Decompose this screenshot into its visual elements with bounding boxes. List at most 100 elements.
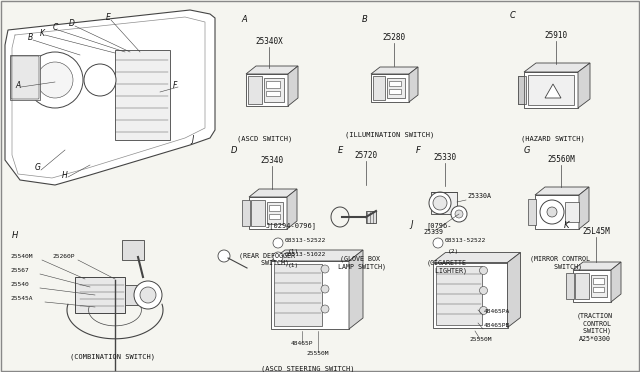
- Bar: [373, 76, 385, 100]
- Text: 25910: 25910: [545, 31, 568, 40]
- Text: E: E: [337, 146, 342, 155]
- Text: (1): (1): [288, 249, 300, 254]
- Polygon shape: [433, 263, 508, 327]
- Text: 25280: 25280: [383, 33, 406, 42]
- Polygon shape: [579, 187, 589, 229]
- Text: A: A: [15, 80, 20, 90]
- Text: A: A: [241, 15, 247, 24]
- Circle shape: [455, 210, 463, 218]
- Circle shape: [540, 200, 564, 224]
- Text: 25L45M: 25L45M: [582, 227, 610, 236]
- Text: (TRACTION
 CONTROL
 SWITCH)
A25*0300: (TRACTION CONTROL SWITCH) A25*0300: [577, 312, 613, 342]
- Text: 25720: 25720: [355, 151, 378, 160]
- Text: (MIRROR CONTROL
    SWITCH): (MIRROR CONTROL SWITCH): [530, 256, 590, 269]
- Text: K: K: [40, 29, 45, 38]
- Text: J[0294-0796]: J[0294-0796]: [266, 222, 317, 229]
- Circle shape: [321, 305, 329, 313]
- Text: 08313-52522: 08313-52522: [445, 238, 486, 243]
- Polygon shape: [246, 74, 288, 106]
- Polygon shape: [524, 63, 590, 72]
- Bar: [389, 81, 401, 86]
- Text: (ASCD STEERING SWITCH): (ASCD STEERING SWITCH): [261, 366, 355, 372]
- Text: C: C: [510, 11, 516, 20]
- Circle shape: [84, 64, 116, 96]
- Text: 25340X: 25340X: [255, 37, 283, 46]
- Circle shape: [321, 285, 329, 293]
- Text: C: C: [52, 23, 58, 32]
- Bar: [566, 273, 574, 299]
- Polygon shape: [535, 195, 579, 229]
- Text: 48465PA: 48465PA: [484, 309, 510, 314]
- Text: (COMBINATION SWITCH): (COMBINATION SWITCH): [70, 354, 154, 360]
- Text: 08313-51022: 08313-51022: [285, 252, 326, 257]
- Bar: [431, 192, 457, 214]
- Bar: [269, 214, 280, 219]
- Polygon shape: [288, 66, 298, 106]
- Text: 25550M: 25550M: [307, 351, 329, 356]
- Circle shape: [479, 307, 488, 314]
- Bar: [264, 78, 284, 102]
- Polygon shape: [524, 72, 578, 108]
- Polygon shape: [349, 250, 363, 329]
- Polygon shape: [249, 197, 287, 229]
- Bar: [528, 199, 536, 225]
- Bar: [266, 91, 280, 96]
- Text: (HAZARD SWITCH): (HAZARD SWITCH): [521, 135, 585, 141]
- Text: G: G: [524, 146, 531, 155]
- Circle shape: [433, 238, 443, 248]
- Text: [0796-: [0796-: [426, 222, 451, 229]
- Bar: [248, 76, 262, 104]
- Text: 25340: 25340: [260, 156, 284, 165]
- Text: 25260P: 25260P: [52, 254, 74, 259]
- Text: F: F: [173, 80, 177, 90]
- Polygon shape: [433, 253, 520, 263]
- Bar: [366, 211, 376, 223]
- Text: H: H: [62, 170, 68, 180]
- Bar: [435, 266, 481, 324]
- Text: (ILLUMINATION SWITCH): (ILLUMINATION SWITCH): [346, 131, 435, 138]
- Text: (2): (2): [448, 249, 460, 254]
- Text: (ASCD SWITCH): (ASCD SWITCH): [237, 135, 292, 141]
- Circle shape: [140, 287, 156, 303]
- Circle shape: [273, 238, 283, 248]
- Text: 25540M: 25540M: [10, 254, 33, 259]
- Polygon shape: [371, 67, 418, 74]
- Bar: [75, 277, 125, 313]
- Text: J: J: [411, 220, 413, 229]
- Bar: [575, 273, 589, 299]
- Polygon shape: [287, 189, 297, 229]
- Bar: [266, 81, 280, 88]
- Bar: [122, 240, 144, 260]
- Text: 25330: 25330: [433, 153, 456, 162]
- Text: D: D: [231, 146, 237, 155]
- Circle shape: [547, 207, 557, 217]
- Text: 08313-52522: 08313-52522: [285, 238, 326, 243]
- Circle shape: [37, 62, 73, 98]
- Polygon shape: [271, 250, 363, 261]
- Text: (1): (1): [288, 263, 300, 268]
- Circle shape: [27, 52, 83, 108]
- Circle shape: [321, 265, 329, 273]
- Circle shape: [479, 266, 488, 275]
- Bar: [528, 75, 574, 105]
- Text: (GLOVE BOX
 LAMP SWITCH): (GLOVE BOX LAMP SWITCH): [334, 256, 386, 269]
- Bar: [565, 202, 579, 222]
- Circle shape: [134, 281, 162, 309]
- Polygon shape: [508, 253, 520, 327]
- Circle shape: [218, 250, 230, 262]
- Circle shape: [433, 196, 447, 210]
- Polygon shape: [578, 63, 590, 108]
- Polygon shape: [371, 74, 409, 102]
- Bar: [125, 285, 143, 305]
- Bar: [518, 76, 526, 104]
- Text: (REAR DEFOGGER
    SWITCH): (REAR DEFOGGER SWITCH): [239, 253, 295, 266]
- Circle shape: [479, 286, 488, 295]
- Text: 25550M: 25550M: [470, 337, 492, 342]
- Text: B: B: [28, 33, 33, 42]
- Bar: [267, 202, 283, 224]
- Text: J: J: [191, 135, 193, 144]
- Text: 25545A: 25545A: [10, 296, 33, 301]
- Text: 48465PB: 48465PB: [484, 323, 510, 328]
- Circle shape: [429, 192, 451, 214]
- Text: B: B: [362, 15, 368, 24]
